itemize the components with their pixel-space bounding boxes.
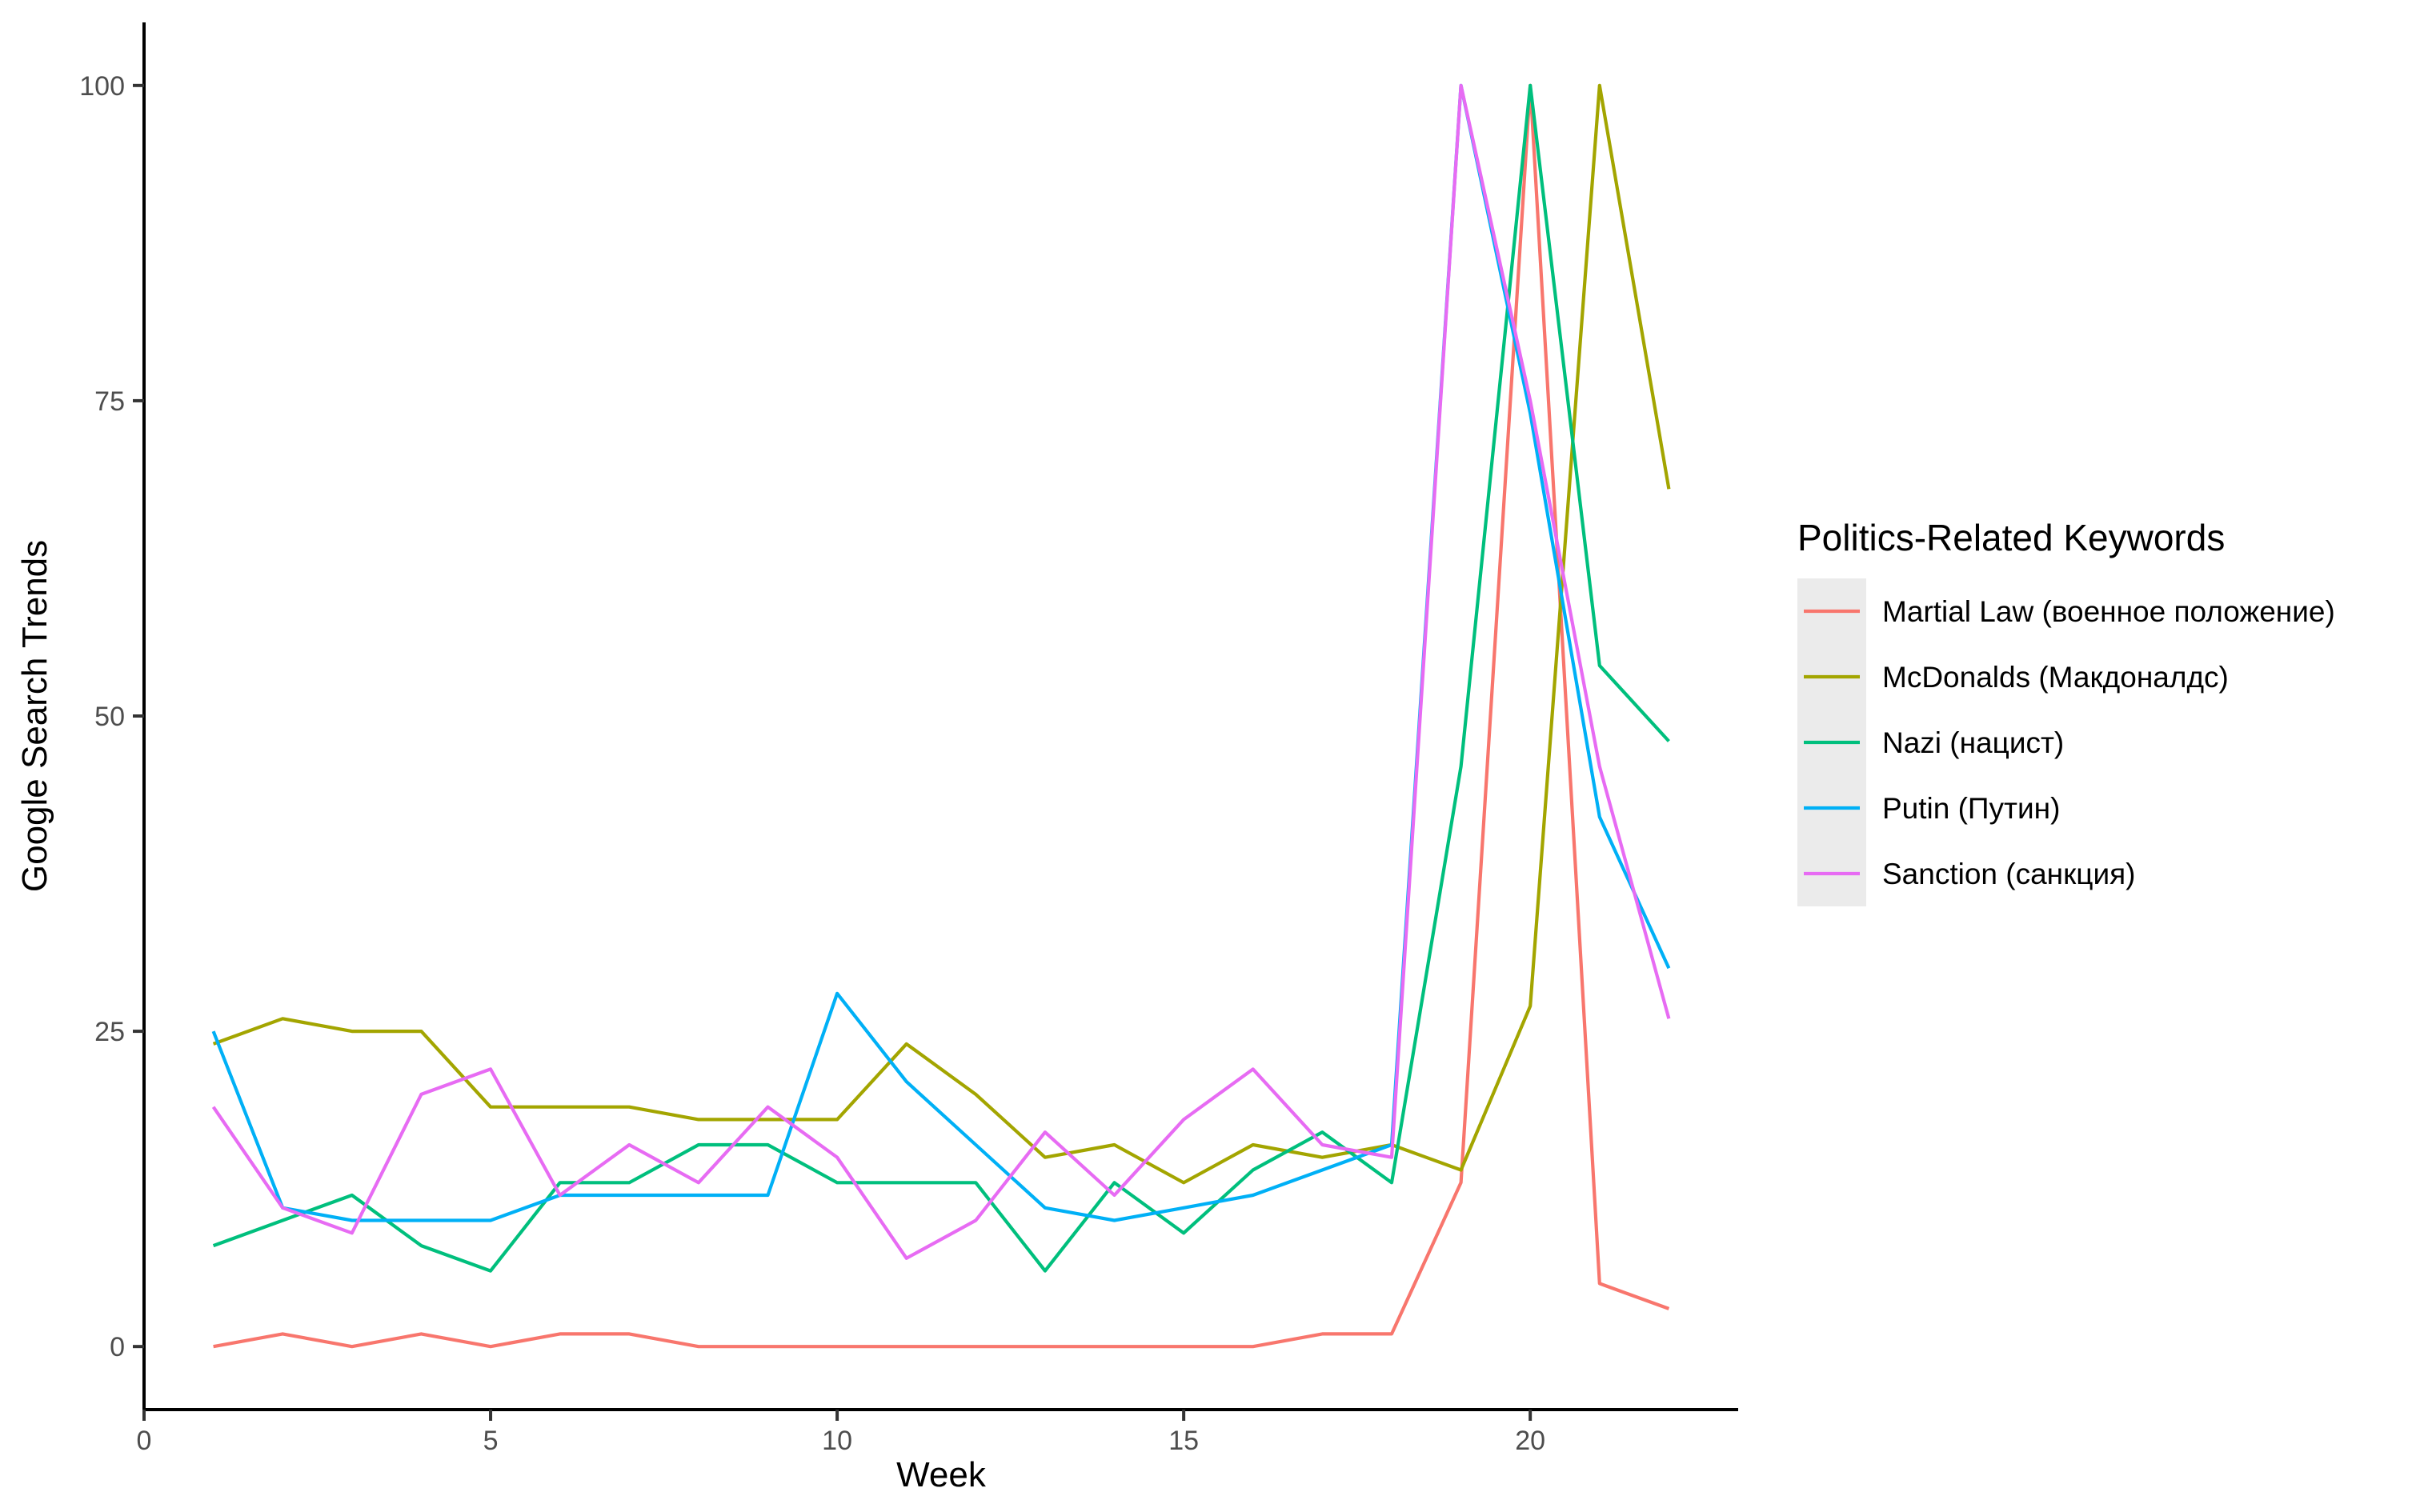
x-axis-title: Week — [896, 1455, 987, 1494]
series-line-2 — [212, 83, 1671, 1185]
x-tick-label: 0 — [137, 1426, 152, 1456]
x-tick-label: 20 — [1515, 1426, 1545, 1456]
legend-title: Politics-Related Keywords — [1797, 517, 2225, 558]
x-tick-label: 10 — [822, 1426, 852, 1456]
x-tick-label: 15 — [1168, 1426, 1199, 1456]
y-tick-label: 0 — [110, 1332, 125, 1362]
legend-label-5: Sanction (санкция) — [1882, 858, 2136, 890]
y-axis-title: Google Search Trends — [15, 540, 54, 892]
y-tick-label: 75 — [94, 386, 125, 417]
y-tick-label: 100 — [79, 71, 125, 102]
x-tick-label: 5 — [483, 1426, 499, 1456]
legend-label-4: Putin (Путин) — [1882, 792, 2060, 825]
legend: Politics-Related Keywords Martial Law (во… — [1797, 517, 2335, 906]
legend-label-3: Nazi (нацист) — [1882, 726, 2064, 759]
series-line-3 — [212, 83, 1670, 1273]
axes-group: 0 5 10 15 20 0 25 50 75 100 Week Google Search Tren… — [15, 22, 1738, 1494]
legend-label-1: Martial Law (военное положение) — [1882, 595, 2335, 628]
y-tick-label: 25 — [94, 1017, 125, 1047]
series-line-1 — [213, 83, 1670, 1349]
legend-label-2: McDonalds (Макдоналдс) — [1882, 661, 2229, 694]
series-line-5 — [211, 83, 1671, 1260]
y-tick-label: 50 — [94, 702, 125, 732]
plot-series-group — [211, 83, 1671, 1349]
